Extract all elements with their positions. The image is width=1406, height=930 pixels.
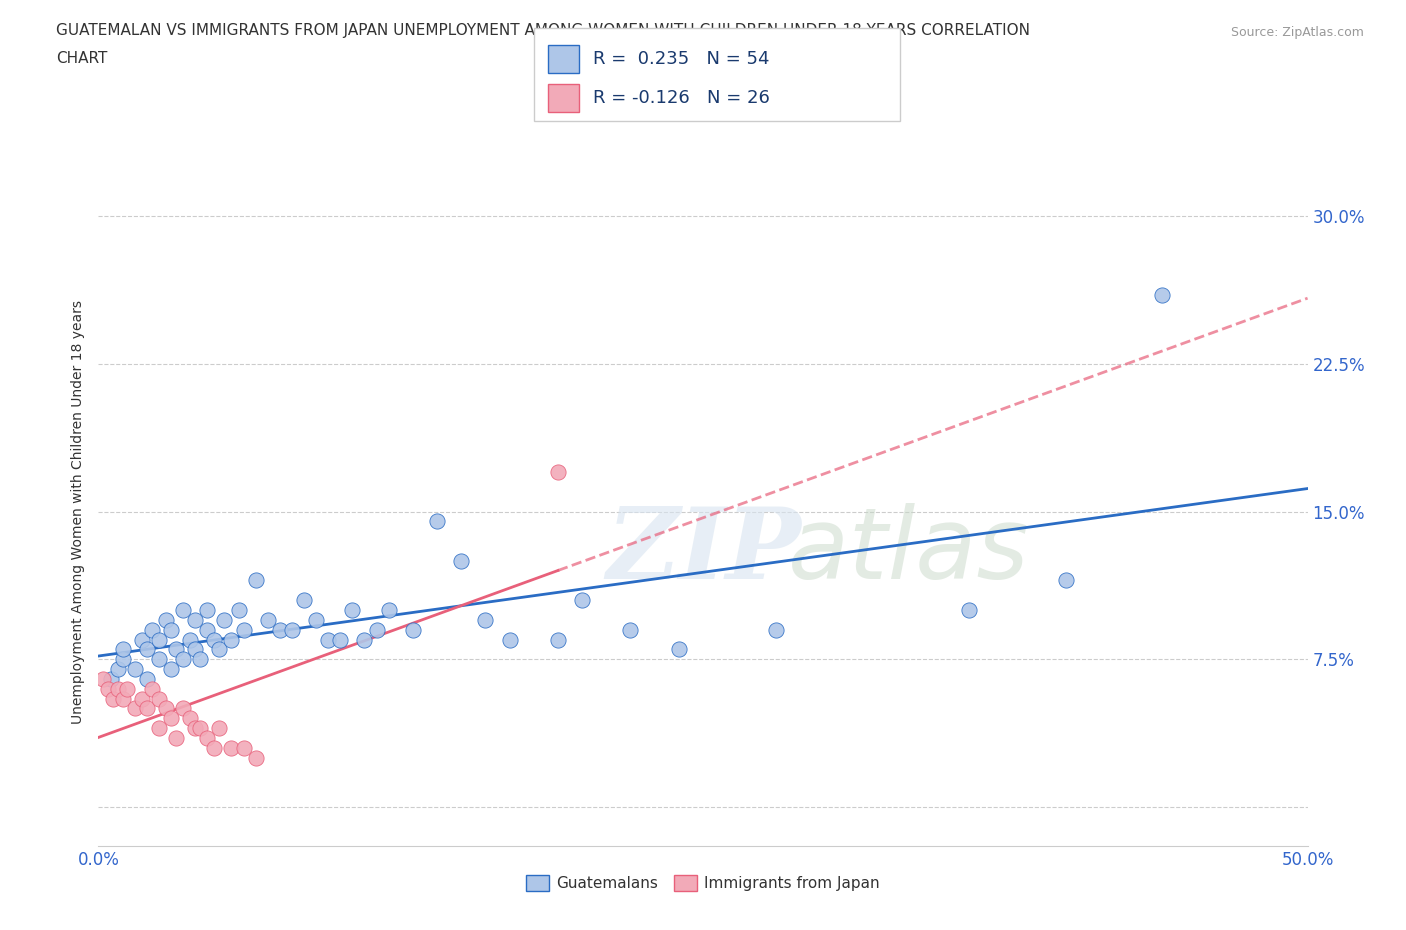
Point [135,642,157,657]
Point [97,682,120,697]
Point [342,603,364,618]
Point [195,731,218,746]
Point [160,622,183,637]
Point [377,603,399,618]
Point [160,661,183,676]
Point [188,652,211,667]
Point [111,691,134,706]
Text: atlas: atlas [787,503,1029,600]
Point [668,642,690,657]
Point [155,701,177,716]
Point [111,642,134,657]
Point [547,632,569,647]
Point [172,701,194,716]
Point [269,622,291,637]
Y-axis label: Unemployment Among Women with Children Under 18 years: Unemployment Among Women with Children U… [72,299,86,724]
Point [131,691,153,706]
Point [184,612,207,627]
Text: ZIP: ZIP [606,503,801,600]
Point [172,652,194,667]
Point [172,603,194,618]
Text: CHART: CHART [56,51,108,66]
Point [329,632,352,647]
Point [232,622,254,637]
Point [402,622,425,637]
Point [305,612,328,627]
Point [155,612,177,627]
Point [188,721,211,736]
Point [91,671,114,686]
Legend: Guatemalans, Immigrants from Japan: Guatemalans, Immigrants from Japan [519,868,887,899]
Point [101,691,124,706]
Point [571,592,593,607]
Point [204,740,226,755]
Point [353,632,375,647]
Point [135,701,157,716]
Point [208,721,231,736]
Point [228,603,250,618]
Point [221,632,243,647]
Point [124,661,146,676]
Point [245,573,267,588]
Point [165,642,187,657]
Point [316,632,339,647]
Point [450,553,472,568]
Point [292,592,315,607]
Point [1054,573,1077,588]
Point [179,632,201,647]
Point [232,740,254,755]
Point [474,612,496,627]
Point [107,682,129,697]
Point [256,612,278,627]
Point [184,642,207,657]
Point [165,731,187,746]
Point [148,691,170,706]
Point [498,632,520,647]
Point [148,632,170,647]
Point [204,632,226,647]
Point [212,612,235,627]
Point [208,642,231,657]
Point [426,514,449,529]
Point [957,603,980,618]
Point [107,661,129,676]
Point [117,682,139,697]
Point [245,751,267,765]
Point [148,652,170,667]
Point [141,622,163,637]
Text: R =  0.235   N = 54: R = 0.235 N = 54 [593,49,770,68]
Point [141,682,163,697]
Point [135,671,157,686]
Text: GUATEMALAN VS IMMIGRANTS FROM JAPAN UNEMPLOYMENT AMONG WOMEN WITH CHILDREN UNDER: GUATEMALAN VS IMMIGRANTS FROM JAPAN UNEM… [56,23,1031,38]
Point [124,701,146,716]
Point [195,603,218,618]
Point [281,622,304,637]
Point [111,652,134,667]
Point [131,632,153,647]
Point [1152,287,1174,302]
Point [184,721,207,736]
Point [619,622,641,637]
Point [765,622,787,637]
Text: R = -0.126   N = 26: R = -0.126 N = 26 [593,88,770,107]
Point [195,622,218,637]
Point [148,721,170,736]
Point [547,465,569,480]
Text: Source: ZipAtlas.com: Source: ZipAtlas.com [1230,26,1364,39]
Point [221,740,243,755]
Point [100,671,122,686]
Point [160,711,183,725]
Point [179,711,201,725]
Point [366,622,388,637]
